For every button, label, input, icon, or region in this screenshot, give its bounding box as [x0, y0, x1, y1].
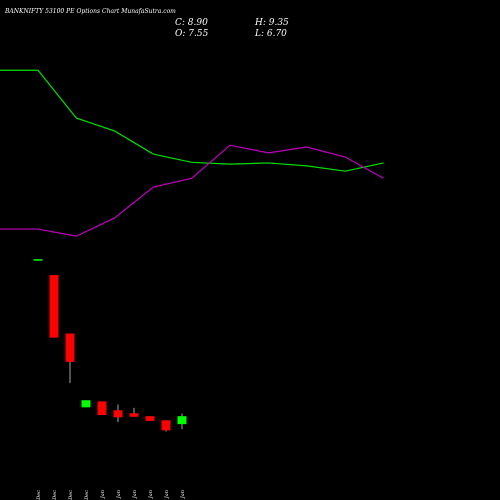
x-tick-label: 08 Jan	[180, 490, 186, 500]
candle-body	[97, 401, 107, 415]
x-tick-label: 01 Jan	[100, 490, 106, 500]
candle-body	[81, 400, 91, 408]
x-tick-label: 07 Jan	[164, 490, 170, 500]
x-tick-label: 31 Dec	[84, 490, 90, 500]
x-tick-label: 26 Dec	[68, 490, 74, 500]
candle-body	[145, 416, 155, 421]
x-tick-label: 19 Dec	[52, 490, 58, 500]
candle-body	[177, 416, 187, 425]
indicator-line	[0, 144, 384, 237]
x-tick-label: 06 Jan	[148, 490, 154, 500]
candle-body	[65, 333, 75, 362]
candle-body	[33, 259, 43, 261]
chart-title: BANKNIFTY 53100 PE Options Chart MunafaS…	[4, 8, 176, 15]
x-tick-label: 02 Jan	[116, 490, 122, 500]
high-info: H: 9.35	[254, 18, 289, 28]
x-tick-label: 02 Dec	[36, 490, 42, 500]
open-info: O: 7.55	[175, 29, 209, 39]
candle-body	[129, 413, 139, 417]
close-info: C: 8.90	[175, 18, 208, 28]
candle-body	[161, 420, 171, 431]
candle-body	[113, 410, 123, 418]
candle-body	[49, 275, 59, 338]
x-tick-label: 03 Jan	[132, 490, 138, 500]
indicator-line	[0, 69, 384, 172]
low-info: L: 6.70	[254, 29, 287, 39]
